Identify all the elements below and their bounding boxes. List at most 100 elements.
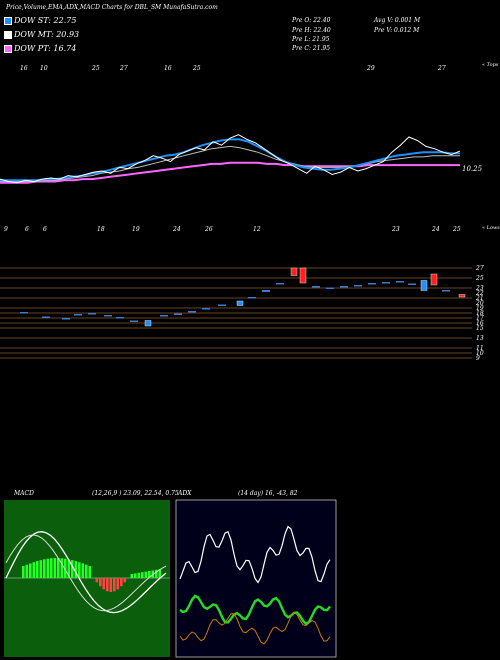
level-label: 15 — [476, 325, 484, 332]
price-dash — [116, 317, 124, 319]
price-dash — [340, 286, 348, 288]
stat-pre-high: Pre H: 22.40 — [292, 27, 331, 34]
dow-pt-label: DOW PT: 16.74 — [14, 44, 77, 53]
adx-line — [179, 525, 331, 584]
level-label: 9 — [476, 355, 480, 362]
ema-long-line — [0, 161, 460, 184]
macd-histogram-bar — [130, 574, 134, 578]
macd-histogram-bar — [148, 571, 151, 578]
macd-histogram-bar — [158, 569, 162, 578]
level-label: 23 — [475, 285, 484, 292]
macd-title: MACD — [14, 490, 34, 497]
dow-mt-label: DOW MT: 20.93 — [14, 30, 80, 39]
bottom-tick-label: 23 — [391, 226, 400, 233]
dow-pt-swatch — [4, 45, 12, 53]
price-dash — [326, 287, 334, 289]
macd-histogram-bar — [32, 562, 36, 578]
macd-params: (12,26,9 ) 23.09, 22.54, 0.75 — [92, 490, 179, 497]
price-line — [0, 134, 461, 184]
stat-avg-volume: Avg V: 0.001 M — [374, 17, 421, 24]
price-dash — [202, 308, 210, 310]
level-label: 22 — [475, 290, 484, 297]
macd-histogram-bar — [137, 572, 141, 578]
price-dash — [130, 320, 138, 322]
top-tick-label: 27 — [119, 65, 128, 72]
price-dash — [262, 290, 270, 292]
price-dash — [382, 282, 390, 284]
price-dash — [160, 315, 168, 317]
price-dash — [20, 312, 28, 314]
macd-histogram-bar — [88, 566, 92, 578]
macd-histogram-bar — [36, 561, 39, 578]
down-candle — [299, 267, 307, 284]
price-dash — [88, 313, 96, 315]
stat-pre-close: Pre C: 21.95 — [292, 45, 331, 52]
di-plus-line — [179, 594, 331, 626]
bottom-tick-label: 12 — [253, 226, 261, 233]
top-tick-label: 27 — [437, 65, 446, 72]
down-candle — [458, 294, 466, 298]
down-candle — [430, 273, 438, 286]
macd-histogram-bar — [106, 578, 109, 592]
level-label: 17 — [476, 315, 484, 322]
bottom-tick-label: 6 — [25, 226, 29, 233]
level-label: 10 — [476, 350, 484, 357]
macd-histogram-bar — [64, 558, 67, 578]
last-value-label: 10.25 — [462, 165, 483, 173]
level-label: 16 — [476, 320, 484, 327]
macd-histogram-bar — [39, 560, 43, 578]
macd-histogram-bar — [74, 561, 78, 578]
macd-histogram-bar — [81, 563, 85, 578]
price-dash — [408, 283, 416, 285]
macd-histogram-bar — [29, 563, 32, 578]
down-candle — [290, 267, 298, 276]
up-candle — [144, 320, 152, 327]
ema-mid-line — [0, 145, 460, 182]
macd-histogram-bar — [71, 560, 74, 578]
price-dash — [354, 285, 362, 287]
price-dash — [396, 281, 404, 283]
price-dash — [174, 313, 182, 315]
price-dash — [368, 283, 376, 285]
top-tick-label: 25 — [192, 65, 201, 72]
level-label: 19 — [476, 305, 484, 312]
macd-histogram-bar — [102, 578, 106, 590]
top-tick-label: 25 — [91, 65, 100, 72]
macd-signal-line — [5, 534, 167, 612]
level-label: 21 — [475, 295, 484, 302]
bottom-tick-label: 26 — [204, 226, 213, 233]
bottom-tick-label: 24 — [431, 226, 440, 233]
adx-panel-bg — [175, 499, 337, 658]
price-dash — [312, 286, 320, 288]
macd-histogram-bar — [60, 558, 64, 578]
stat-pre-open: Pre O: 22.40 — [292, 17, 331, 24]
macd-histogram-bar — [155, 569, 158, 578]
adx-title: ADX — [178, 490, 192, 497]
macd-histogram-bar — [134, 573, 137, 578]
adx-params: (14 day) 16, -43, 82 — [238, 490, 298, 497]
price-dash — [74, 314, 82, 316]
up-candle — [420, 280, 428, 291]
price-dash — [188, 311, 196, 313]
level-label: 27 — [475, 265, 484, 272]
price-dash — [104, 315, 112, 317]
stat-pre-volume: Pre V: 0.012 M — [374, 27, 420, 34]
price-dash — [42, 316, 50, 318]
di-minus-line — [179, 611, 331, 645]
macd-histogram-bar — [123, 578, 127, 583]
price-dash — [276, 283, 284, 285]
bottom-tick-label: 19 — [132, 226, 140, 233]
bottom-tick-label: 9 — [4, 226, 8, 233]
price-dash — [248, 297, 256, 299]
top-tick-label: 16 — [20, 65, 28, 72]
bottom-tick-label: 6 — [43, 226, 47, 233]
top-tick-label: 29 — [366, 65, 375, 72]
price-dash — [442, 290, 450, 292]
macd-panel-bg — [4, 500, 170, 657]
price-dash — [62, 318, 70, 320]
bottom-tick-label: 25 — [452, 226, 461, 233]
macd-histogram-bar — [57, 558, 60, 578]
macd-histogram-bar — [53, 558, 57, 578]
level-label: 13 — [476, 335, 484, 342]
